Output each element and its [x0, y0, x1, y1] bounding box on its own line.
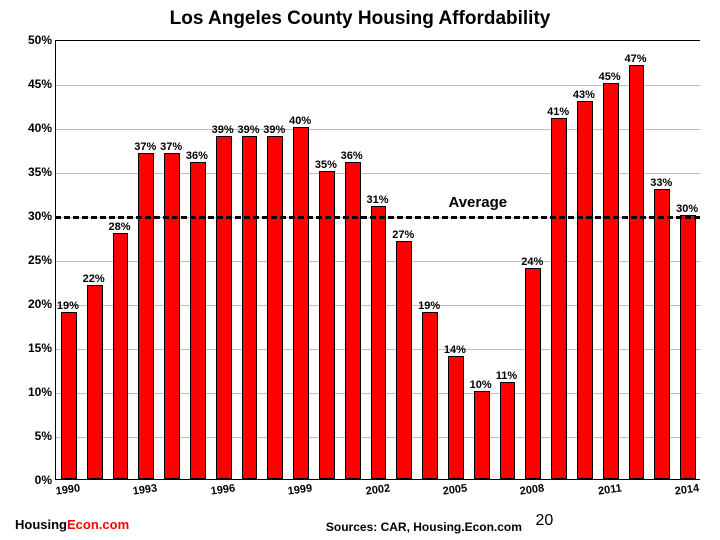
bar-value-label: 31% [366, 194, 388, 206]
bar [371, 206, 387, 479]
bar [577, 101, 593, 479]
bar [87, 285, 103, 479]
bar [396, 241, 412, 479]
bars [56, 41, 700, 479]
bar-value-label: 19% [57, 300, 79, 312]
bar-value-label: 36% [341, 150, 363, 162]
bar [474, 391, 490, 479]
y-axis-label: 15% [28, 341, 52, 355]
bar-value-label: 36% [186, 150, 208, 162]
y-axis-label: 30% [28, 209, 52, 223]
bar [500, 382, 516, 479]
y-axis-label: 35% [28, 165, 52, 179]
x-axis-label: 1996 [210, 482, 236, 497]
y-axis-label: 5% [35, 429, 52, 443]
x-axis-label: 1999 [287, 482, 313, 497]
bar-value-label: 45% [599, 71, 621, 83]
chart-title: Los Angeles County Housing Affordability [0, 8, 720, 30]
bar [293, 127, 309, 479]
x-axis-label: 2005 [442, 482, 468, 497]
bar [267, 136, 283, 479]
y-axis-label: 25% [28, 253, 52, 267]
bar [654, 189, 670, 479]
x-axis-label: 1993 [132, 482, 158, 497]
x-axis-label: 1990 [55, 482, 81, 497]
bar-value-label: 37% [134, 141, 156, 153]
average-label: Average [448, 194, 507, 211]
bar [448, 356, 464, 479]
bar-value-label: 39% [237, 124, 259, 136]
bar [629, 65, 645, 479]
plot-area [55, 40, 700, 480]
bar-value-label: 41% [547, 106, 569, 118]
y-axis-label: 40% [28, 121, 52, 135]
bar-value-label: 28% [108, 221, 130, 233]
bar [164, 153, 180, 479]
bar-value-label: 37% [160, 141, 182, 153]
y-axis-label: 20% [28, 297, 52, 311]
bar [61, 312, 77, 479]
bar-value-label: 24% [521, 256, 543, 268]
x-axis-label: 2002 [365, 482, 391, 497]
bar [190, 162, 206, 479]
average-line [55, 216, 700, 219]
bar-value-label: 43% [573, 89, 595, 101]
bar [138, 153, 154, 479]
bar-value-label: 33% [650, 177, 672, 189]
x-axis-label: 2008 [519, 482, 545, 497]
bar-value-label: 30% [676, 203, 698, 215]
bar-value-label: 19% [418, 300, 440, 312]
bar-value-label: 47% [624, 53, 646, 65]
bar-value-label: 27% [392, 229, 414, 241]
chart-container: Los Angeles County Housing Affordability… [0, 0, 720, 540]
footer-source-right: Sources: CAR, Housing.Econ.com [326, 520, 522, 534]
bar-value-label: 10% [470, 379, 492, 391]
bar-value-label: 14% [444, 344, 466, 356]
bar [113, 233, 129, 479]
x-axis-label: 2011 [597, 482, 622, 497]
y-axis-label: 50% [28, 33, 52, 47]
bar-value-label: 39% [263, 124, 285, 136]
bar-value-label: 35% [315, 159, 337, 171]
y-axis-label: 45% [28, 77, 52, 91]
bar [422, 312, 438, 479]
bar [525, 268, 541, 479]
bar [680, 215, 696, 479]
x-axis-label: 2014 [674, 482, 700, 497]
bar-value-label: 39% [212, 124, 234, 136]
bar [603, 83, 619, 479]
bar [345, 162, 361, 479]
bar [551, 118, 567, 479]
bar-value-label: 22% [83, 273, 105, 285]
bar-value-label: 11% [496, 370, 517, 382]
footer-source-left: HousingEcon.com [15, 517, 129, 532]
page-number: 20 [536, 512, 554, 530]
bar [242, 136, 258, 479]
y-axis-label: 0% [35, 473, 52, 487]
bar [216, 136, 232, 479]
bar-value-label: 40% [289, 115, 311, 127]
y-axis-label: 10% [28, 385, 52, 399]
